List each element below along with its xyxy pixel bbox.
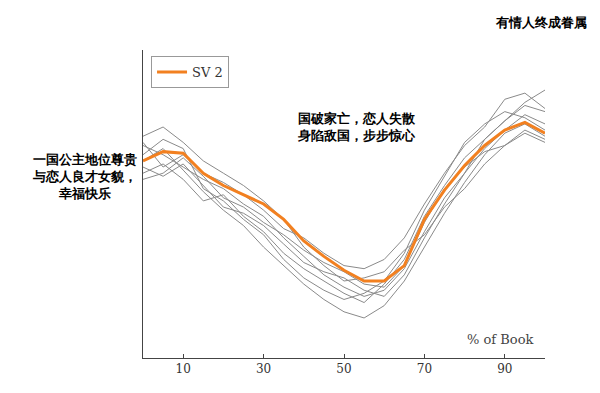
svg-text:30: 30	[256, 362, 271, 376]
svg-text:国破家亡，恋人失散身陷敌国，步步惊心: 国破家亡，恋人失散身陷敌国，步步惊心	[297, 111, 416, 143]
svg-text:SV 2: SV 2	[192, 65, 223, 80]
svg-text:90: 90	[497, 362, 512, 376]
svg-text:% of Book: % of Book	[467, 332, 533, 347]
svg-text:70: 70	[417, 362, 432, 376]
svg-text:有情人终成眷属: 有情人终成眷属	[495, 15, 587, 30]
svg-text:50: 50	[336, 362, 351, 376]
svg-text:一国公主地位尊贵与恋人良才女貌，幸福快乐: 一国公主地位尊贵与恋人良才女貌，幸福快乐	[32, 152, 137, 201]
svg-text:10: 10	[176, 362, 191, 376]
